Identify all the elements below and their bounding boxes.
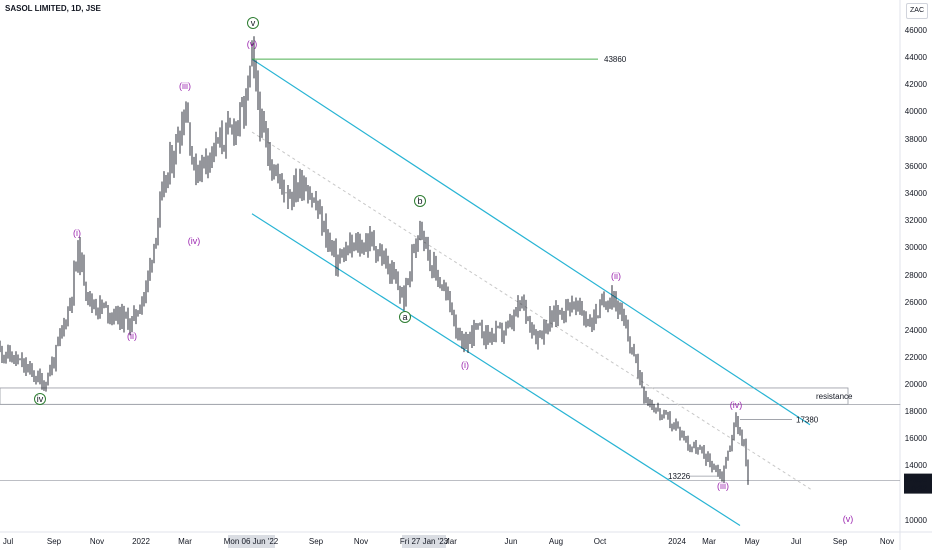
time-tick-label: Mar	[702, 537, 716, 546]
price-tick-label: 34000	[905, 189, 928, 198]
price-tick-label: 40000	[905, 107, 928, 116]
wave-label: (ii)	[611, 271, 621, 281]
wave-label: (i)	[73, 228, 81, 238]
wave-circle	[34, 393, 46, 405]
wave-label: (iv)	[188, 236, 201, 246]
price-tick-label: 30000	[905, 243, 928, 252]
price-tick-label: 20000	[905, 380, 928, 389]
time-tick-label: May	[744, 537, 759, 546]
wave-label: (ii)	[127, 331, 137, 341]
crosshair-date-1-bg	[228, 535, 275, 548]
wave-circle	[399, 311, 411, 323]
crosshair-date-2: Fri 27 Jan '23	[400, 537, 449, 546]
currency-button[interactable]: ZAC	[906, 3, 928, 19]
level-43860-label: 43860	[604, 55, 627, 64]
wave-circle	[414, 195, 426, 207]
price-tick-label: 22000	[905, 353, 928, 362]
price-tick-label: 24000	[905, 326, 928, 335]
price-tick-label: 14000	[905, 461, 928, 470]
channel-upper-line	[251, 58, 811, 426]
resistance-label: resistance	[816, 392, 853, 401]
price-tick-label: 36000	[905, 162, 928, 171]
countdown-timer: 10:32	[907, 485, 928, 494]
wave-label: (v)	[843, 514, 854, 524]
price-tick-label: 32000	[905, 216, 928, 225]
price-tick-label: 46000	[905, 26, 928, 35]
crosshair-date-2-bg	[402, 535, 446, 548]
last-price-value: 12894	[905, 476, 928, 485]
time-tick-label: Nov	[880, 537, 894, 546]
crosshair-date-1: Mon 06 Jun '22	[224, 537, 279, 546]
wave-label: (iii)	[717, 481, 729, 491]
wave-label: (v)	[247, 39, 258, 49]
price-tick-label: 44000	[905, 53, 928, 62]
chart-title: SASOL LIMITED, 1D, JSE	[5, 4, 101, 13]
wave-label: (iii)	[179, 81, 191, 91]
time-tick-label: Jul	[3, 537, 13, 546]
time-tick-label: 2022	[132, 537, 150, 546]
wave-label: v	[251, 18, 256, 28]
channel-midline	[251, 131, 813, 491]
level-13226-label: 13226	[668, 472, 691, 481]
time-tick-label: Aug	[549, 537, 563, 546]
wave-label: (i)	[461, 360, 469, 370]
wave-circle	[247, 17, 259, 29]
price-tick-label: 38000	[905, 135, 928, 144]
channel-lower-line	[251, 213, 741, 526]
price-tick-label: 42000	[905, 80, 928, 89]
price-tick-label: 16000	[905, 434, 928, 443]
time-tick-label: 2024	[668, 537, 686, 546]
time-tick-label: Sep	[47, 537, 62, 546]
wave-label: a	[402, 312, 407, 322]
price-tick-label: 28000	[905, 271, 928, 280]
time-tick-label: Mar	[178, 537, 192, 546]
wave-label: iv	[37, 394, 44, 404]
level-17380-label: 17380	[796, 416, 819, 425]
time-tick-label: Sep	[833, 537, 848, 546]
time-tick-label: Jun	[505, 537, 518, 546]
time-tick-label: Oct	[594, 537, 607, 546]
time-tick-label: Nov	[354, 537, 368, 546]
wave-label: b	[417, 196, 422, 206]
time-tick-label: Nov	[90, 537, 104, 546]
price-tick-label: 26000	[905, 298, 928, 307]
price-tick-label: 18000	[905, 407, 928, 416]
time-tick-label: Jul	[791, 537, 801, 546]
resistance-zone	[0, 387, 849, 405]
price-tick-label: 10000	[905, 516, 928, 525]
time-tick-label: Mar	[443, 537, 457, 546]
last-price-tag	[904, 473, 932, 494]
wave-label: (iv)	[730, 400, 743, 410]
time-tick-label: Sep	[309, 537, 324, 546]
